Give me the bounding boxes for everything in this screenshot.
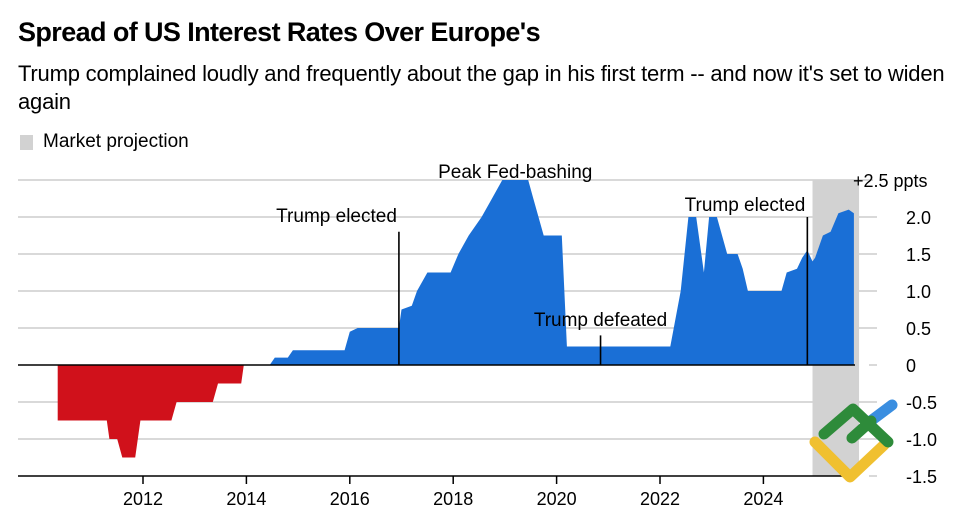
y-tick-label: 1.0 xyxy=(906,282,931,302)
annotation-label: Trump elected xyxy=(276,206,397,227)
y-tick-label: -1.0 xyxy=(906,430,937,450)
axes xyxy=(18,364,855,477)
y-tick-label: 2.0 xyxy=(906,208,931,228)
annotation-label: Trump elected xyxy=(685,195,806,216)
x-tick-label: 2020 xyxy=(537,489,577,509)
x-tick-label: 2022 xyxy=(640,489,680,509)
annotation-label: Trump defeated xyxy=(534,310,667,331)
negative-spread-area xyxy=(57,365,854,458)
brand-logo-icon xyxy=(809,399,898,483)
x-tick-label: 2012 xyxy=(123,489,163,509)
logo-yellow-stroke xyxy=(809,436,890,483)
annotations: Trump elected Peak Fed-bashing Trump defea… xyxy=(276,162,809,365)
positive-spread-area xyxy=(57,180,854,365)
x-tick-label: 2016 xyxy=(330,489,370,509)
legend-swatch-projection xyxy=(20,134,33,150)
annotation-label: Peak Fed-bashing xyxy=(438,162,592,183)
logo-green-stroke-1 xyxy=(818,403,894,448)
area-layer xyxy=(57,180,854,458)
legend: Market projection xyxy=(20,131,189,153)
chart-subtitle: Trump complained loudly and frequently a… xyxy=(18,61,945,114)
y-tick-label: 1.5 xyxy=(906,245,931,265)
y-tick-label: -0.5 xyxy=(906,393,937,413)
x-tick-label: 2018 xyxy=(433,489,473,509)
y-tick-label: 0.5 xyxy=(906,319,931,339)
x-tick-label: 2014 xyxy=(226,489,266,509)
y-tick-label: -1.5 xyxy=(906,467,937,487)
y-tick-label: +2.5 ppts xyxy=(853,171,928,191)
x-tick-label: 2024 xyxy=(743,489,783,509)
chart-title: Spread of US Interest Rates Over Europe'… xyxy=(18,17,541,47)
legend-label-projection: Market projection xyxy=(43,131,189,152)
y-tick-label: 0 xyxy=(906,356,916,376)
x-axis-ticks: 2012 2014 2016 2018 2020 2022 2024 xyxy=(123,476,783,509)
y-axis-ticks: +2.5 ppts 2.0 1.5 1.0 0.5 0 -0.5 -1.0 -1.5 xyxy=(853,171,937,487)
logo-green-stroke-2 xyxy=(846,415,877,444)
